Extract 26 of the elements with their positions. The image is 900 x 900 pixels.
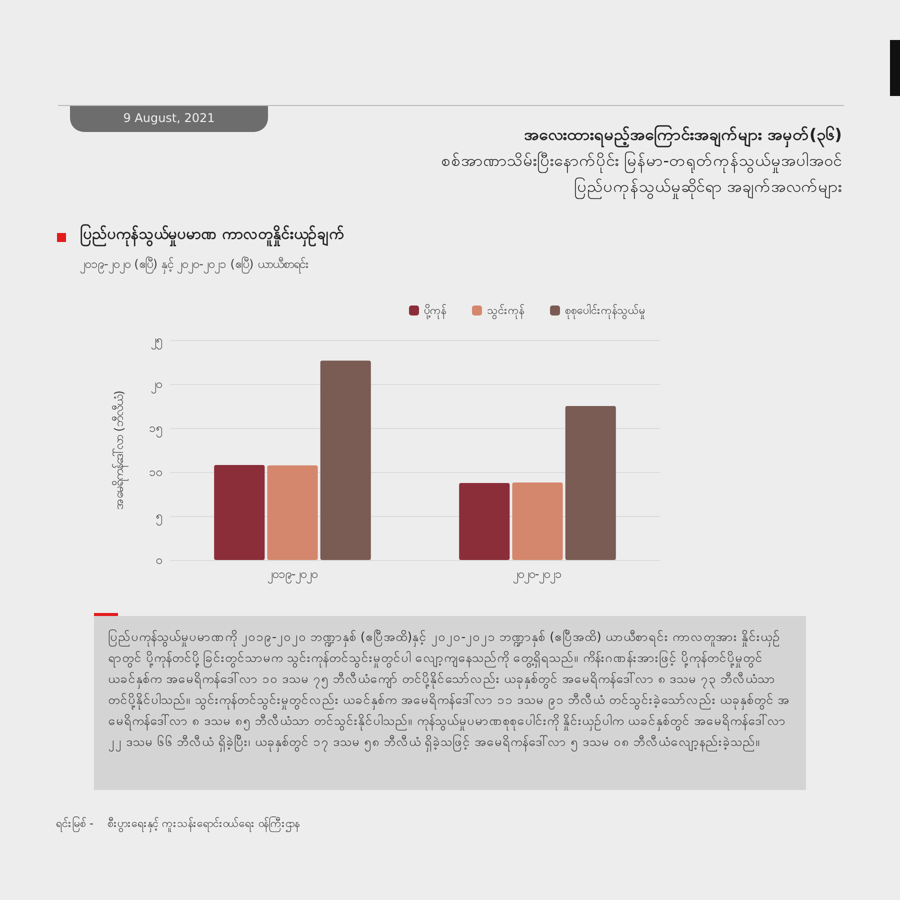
bar <box>512 482 563 560</box>
y-axis-title: အမေရိကန်ဒေါ်လာ (ဘီလီယံ) <box>111 390 129 510</box>
legend-label: စုစုပေါင်းကုန်သွယ်မှု <box>565 304 645 319</box>
y-tick-label: ၁၅ <box>149 421 162 438</box>
bar <box>267 465 318 560</box>
chart-title: ပြည်ပကုန်သွယ်မှုပမာဏ ကာလတူနှိုင်းယှဉ်ချက် <box>80 224 344 246</box>
bar <box>565 406 616 560</box>
bar <box>320 360 371 560</box>
chart-subtitle: ၂၀၁၉-၂၀၂၀ (ဧပြီ) နှင့် ၂၀၂၀-၂၀၂၁ (ဧပြီ) ယာယီစာရင်း <box>80 256 310 274</box>
legend-label: ပို့ကုန် <box>424 304 446 319</box>
y-tick-label: ၂၅ <box>151 333 162 350</box>
x-tick-label: ၂၀၂၀-၂၀၂၁ <box>512 567 562 584</box>
y-tick-label: ၁၀ <box>149 465 162 479</box>
text: စစ်အာဏာသိမ်းပြီးနောက်ပိုင်း မြန်မာ-တရုတ်ကုန်သွယ်မှုအပါအဝင် <box>440 150 842 174</box>
bar <box>459 483 510 560</box>
y-tick-label: ၂၀ <box>151 377 162 394</box>
bar <box>214 464 265 560</box>
y-tick-label: ၀ <box>156 553 162 567</box>
text: 9 August, 2021 <box>70 106 268 132</box>
x-tick-label: ၂၀၁၉-၂၀၂၀ <box>267 567 318 584</box>
text: အလေးထားရမည့်အကြောင်းအချက်များ အမှတ်(၃၆) <box>522 124 842 148</box>
legend-label: သွင်းကုန် <box>487 304 524 319</box>
text: ရင်းမြစ် - စီးပွားရေးနှင့် ကူးသန်းရောင်းဝယ်ရေး ဝန်ကြီးဌာန <box>56 816 300 832</box>
text: ပြည်ပကုန်သွယ်မှုပမာဏကို ၂၀၁၉-၂၀၂၀ ဘဏ္ဍာနှစ် (ဧပြီအထိ)နှင့် ၂၀၂၀-၂၀၂၁ ဘဏ္ဍာနှစ် (ဧပြီအထိ) ယာယီစာရင်း ကာလတူအား နှိုင်းယှဉ်ရာတွင် ပို့ကုန်တင်ပို့ခြင်းတွင်သာမက သွင်းကုန်တင်သွင်းမှုတွင်ပါ လျော့ကျနေသည်ကို တွေ့ရှိရသည်။ ကိန်းဂဏန်းအားဖြင့် ပို့ကုန်တင်ပို့မှုတွင် ယခင်နှစ်က အမေရိကန်ဒေါ်လာ ၁၀ ဒသမ ၇၅ ဘီလီယံကျော် တင်ပို့နိုင်သော်လည်း ယခုနှစ်တွင် အမေရိကန်ဒေါ်လာ ၈ ဒသမ ၇၃ ဘီလီယံသာ တင်ပို့နိုင်ပါသည်။ သွင်းကုန်တင်သွင်းမှုတွင်လည်း ယခင်နှစ်က အမေရိကန်ဒေါ်လာ ၁၁ ဒသမ ၉၁ ဘီလီယံ တင်သွင်းခဲ့သော်လည်း ယခုနှစ်တွင် အမေရိကန်ဒေါ်လာ ၈ ဒသမ ၈၅ ဘီလီယံသာ တင်သွင်းနိုင်ပါသည်။ ကုန်သွယ်မှုပမာဏစုစုပေါင်းကို နှိုင်းယှဉ်ပါက ယခင်နှစ်တွင် အမေရိကန်ဒေါ်လာ ၂၂ ဒသမ ၆၆ ဘီလီယံ ရှိခဲ့ပြီး၊ ယခုနှစ်တွင် ၁၇ ဒသမ ၅၈ ဘီလီယံ ရှိခဲ့သဖြင့် အမေရိကန်ဒေါ်လာ ၅ ဒသမ ၀၈ ဘီလီယံလျော့နည်းခဲ့သည်။ <box>94 616 806 790</box>
text: ပြည်ပကုန်သွယ်မှုဆိုင်ရာ အချက်အလက်များ <box>572 176 842 200</box>
y-tick-label: ၅ <box>156 509 162 526</box>
